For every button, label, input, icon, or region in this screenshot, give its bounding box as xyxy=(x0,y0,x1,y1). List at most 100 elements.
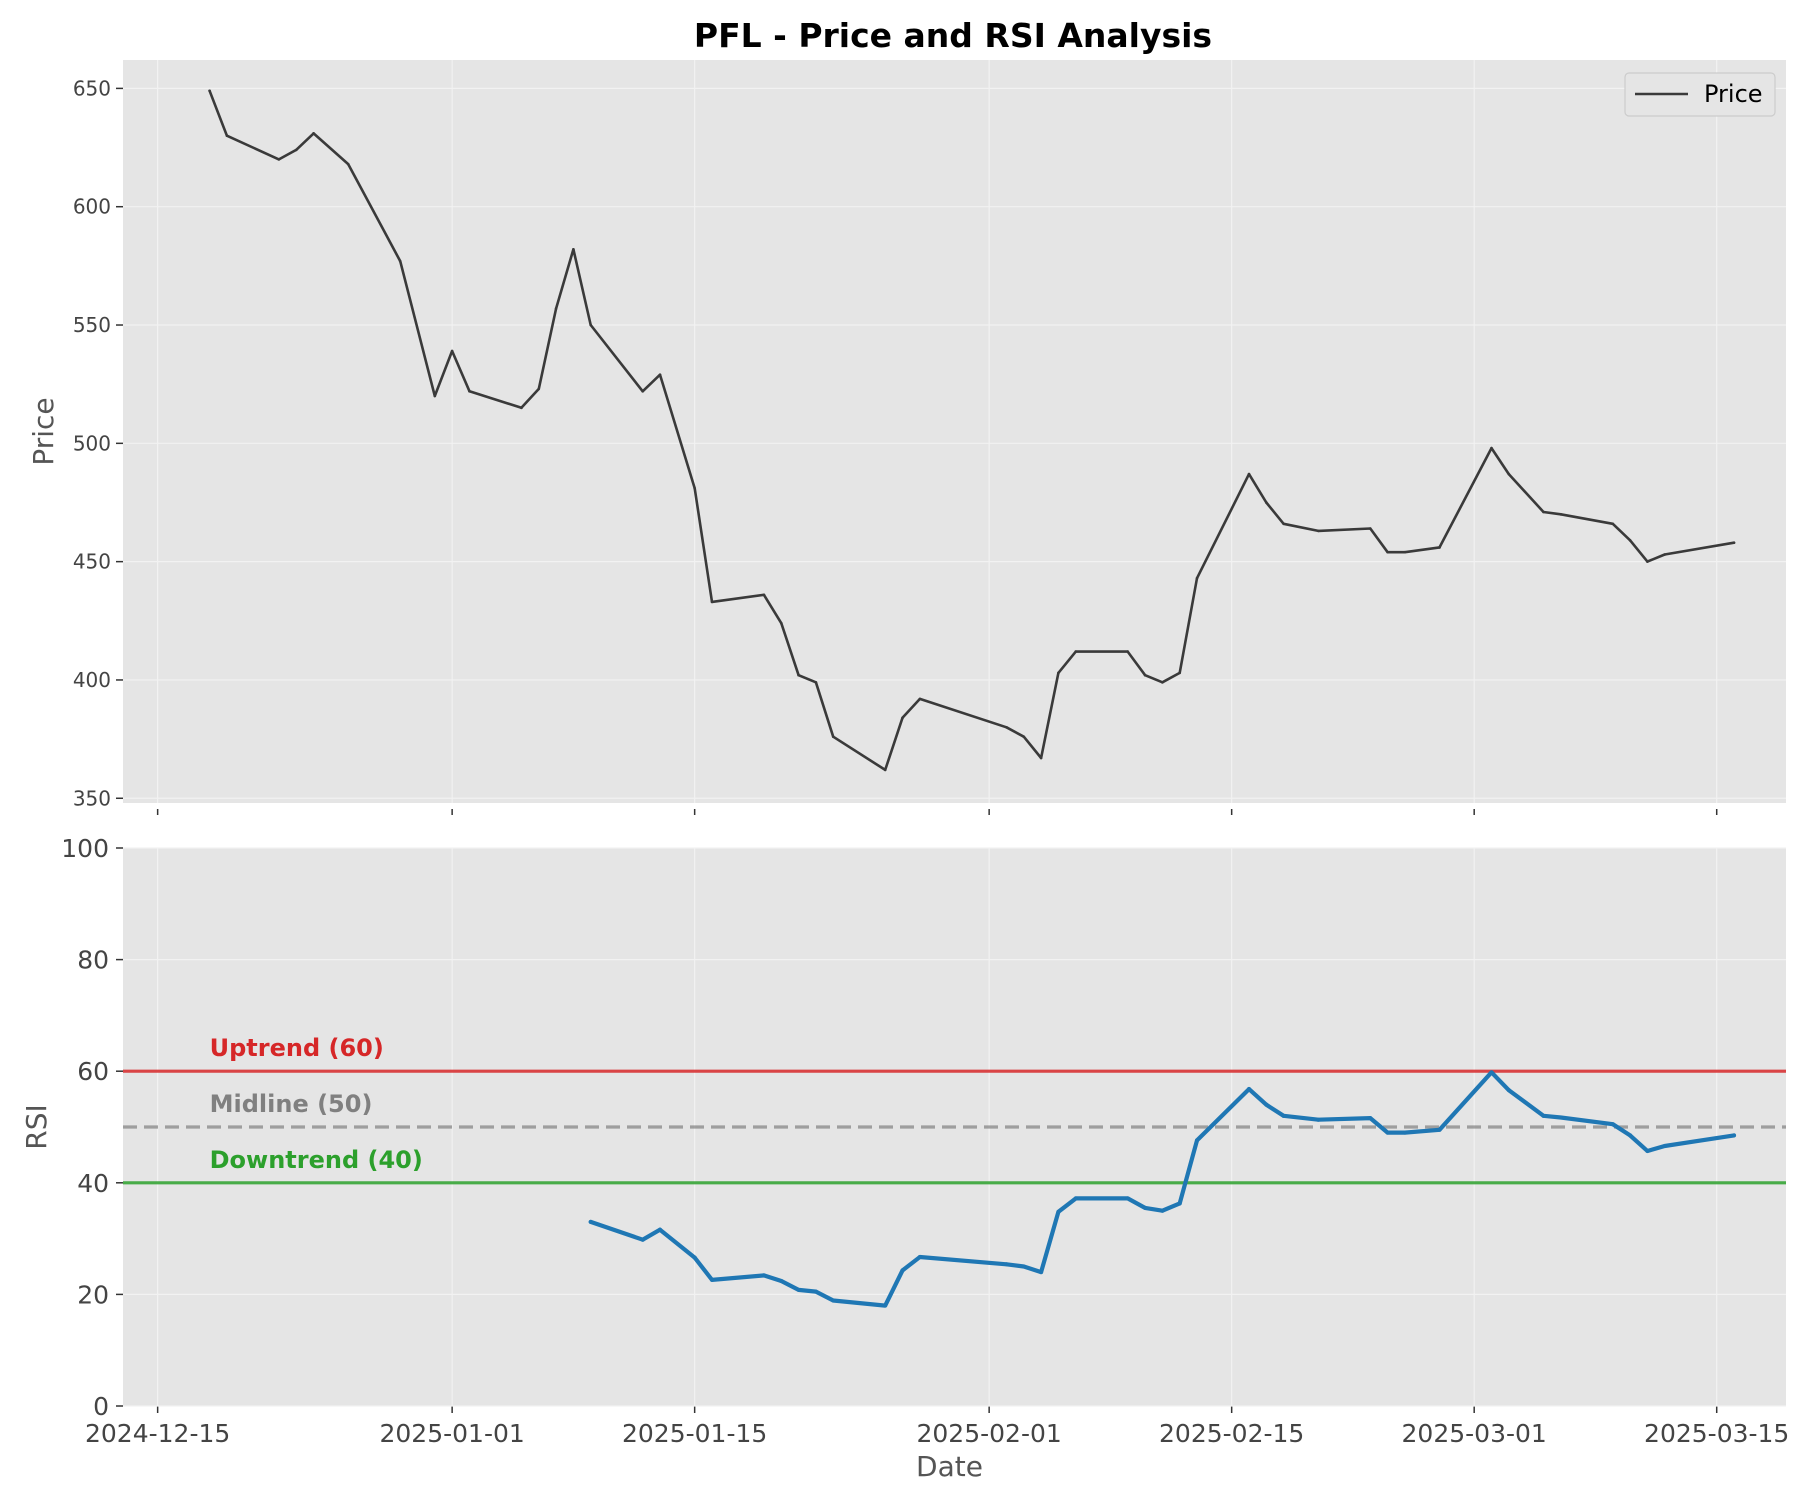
price-data-point-28 xyxy=(1022,735,1026,739)
price-data-point-38 xyxy=(1265,501,1268,504)
rsi-data-point-15 xyxy=(1039,1270,1044,1275)
price-data-point-31 xyxy=(1074,650,1078,653)
rsi-panel: 2024-12-15 2025-01-01 2025-01-15 2025-02-01… xyxy=(20,834,1789,1483)
rsi-data-point-20 xyxy=(1160,1208,1165,1213)
price-data-point-43 xyxy=(1403,550,1407,554)
price-data-point-12 xyxy=(554,307,558,310)
price-plot-area xyxy=(123,60,1786,803)
price-data-point-35 xyxy=(1178,671,1181,675)
rsi-data-point-3 xyxy=(692,1255,697,1260)
price-data-point-45 xyxy=(1490,446,1493,450)
rsi-y-tick-label-4: 80 xyxy=(77,946,109,975)
price-data-point-34 xyxy=(1161,681,1164,684)
rsi-data-point-7 xyxy=(796,1287,801,1292)
price-data-point-39 xyxy=(1282,522,1285,526)
rsi-y-tick-label-1: 20 xyxy=(77,1280,109,1309)
price-data-point-21 xyxy=(797,673,800,677)
price-data-point-3 xyxy=(294,148,298,152)
rsi-data-point-29 xyxy=(1402,1130,1407,1135)
price-data-point-1 xyxy=(225,134,229,138)
price-data-point-50 xyxy=(1628,539,1632,542)
price-data-point-30 xyxy=(1057,671,1060,675)
price-data-point-23 xyxy=(831,735,835,739)
price-data-point-17 xyxy=(693,486,696,490)
rsi-data-point-33 xyxy=(1541,1113,1546,1118)
price-data-point-2 xyxy=(277,158,281,161)
rsi-data-point-19 xyxy=(1143,1205,1148,1210)
rsi-x-tick-label-0: 2024-12-15 xyxy=(85,1419,230,1448)
legend-price-label: Price xyxy=(1704,80,1763,108)
rsi-reference-label-40: Downtrend (40) xyxy=(210,1146,423,1174)
price-y-tick-label-4: 550 xyxy=(73,313,111,337)
price-data-point-0 xyxy=(208,89,211,93)
rsi-data-point-25 xyxy=(1281,1113,1286,1118)
price-data-point-33 xyxy=(1143,673,1147,677)
rsi-data-point-37 xyxy=(1645,1148,1650,1153)
rsi-data-point-9 xyxy=(831,1298,836,1303)
price-data-point-32 xyxy=(1126,650,1130,653)
rsi-y-tick-label-3: 60 xyxy=(77,1057,109,1086)
price-data-point-14 xyxy=(589,323,593,327)
rsi-data-point-11 xyxy=(900,1268,905,1273)
price-y-tick-label-6: 650 xyxy=(73,76,111,100)
price-y-tick-label-2: 450 xyxy=(73,550,111,574)
price-data-point-20 xyxy=(779,621,783,625)
price-data-point-44 xyxy=(1438,546,1441,549)
rsi-data-point-6 xyxy=(779,1279,784,1284)
rsi-reference-label-50: Midline (50) xyxy=(210,1090,373,1118)
price-y-tick-label-0: 350 xyxy=(73,786,111,810)
price-data-point-18 xyxy=(710,600,714,604)
rsi-data-point-31 xyxy=(1489,1070,1494,1075)
rsi-y-tick-label-0: 0 xyxy=(93,1392,109,1421)
rsi-data-point-30 xyxy=(1437,1127,1442,1132)
price-y-tick-label-3: 500 xyxy=(73,431,111,455)
price-series-line xyxy=(208,89,1736,772)
price-data-point-41 xyxy=(1368,527,1372,530)
price-legend: Price xyxy=(1624,72,1776,117)
price-y-tick-label-5: 600 xyxy=(73,195,111,219)
rsi-data-point-35 xyxy=(1610,1122,1615,1127)
rsi-data-point-8 xyxy=(813,1289,818,1294)
price-data-point-42 xyxy=(1386,550,1389,554)
rsi-data-point-1 xyxy=(640,1237,645,1242)
rsi-data-point-24 xyxy=(1264,1102,1269,1107)
rsi-data-point-4 xyxy=(709,1277,714,1282)
price-data-point-22 xyxy=(814,681,818,684)
rsi-data-point-18 xyxy=(1125,1196,1130,1201)
price-data-point-37 xyxy=(1247,472,1251,476)
price-data-point-46 xyxy=(1507,472,1511,476)
rsi-x-tick-label-6: 2025-03-15 xyxy=(1644,1419,1789,1448)
rsi-data-point-39 xyxy=(1732,1133,1737,1138)
price-data-point-51 xyxy=(1646,560,1649,563)
price-data-point-29 xyxy=(1039,756,1043,760)
rsi-y-tick-label-2: 40 xyxy=(77,1169,109,1198)
price-data-point-47 xyxy=(1542,510,1545,514)
price-data-point-7 xyxy=(433,394,437,398)
rsi-data-point-2 xyxy=(658,1227,663,1232)
rsi-y-axis-label: RSI xyxy=(20,1104,53,1150)
rsi-x-tick-label-5: 2025-03-01 xyxy=(1402,1419,1547,1448)
rsi-data-point-5 xyxy=(761,1273,766,1278)
rsi-data-point-21 xyxy=(1177,1201,1182,1206)
rsi-data-point-23 xyxy=(1246,1087,1251,1092)
rsi-data-point-27 xyxy=(1368,1116,1373,1121)
rsi-data-point-12 xyxy=(917,1255,922,1260)
rsi-data-point-28 xyxy=(1385,1130,1390,1135)
price-y-axis-label: Price xyxy=(27,397,60,465)
price-data-point-36 xyxy=(1195,576,1199,580)
rsi-series-line xyxy=(588,1070,1737,1308)
price-data-point-16 xyxy=(658,373,662,377)
price-data-point-9 xyxy=(468,389,471,393)
price-data-point-27 xyxy=(1005,725,1008,729)
rsi-x-tick-label-4: 2025-02-15 xyxy=(1159,1419,1304,1448)
price-data-point-6 xyxy=(398,259,402,263)
price-data-point-8 xyxy=(450,349,454,353)
rsi-data-point-36 xyxy=(1628,1133,1633,1138)
rsi-x-tick-label-3: 2025-02-01 xyxy=(916,1419,1061,1448)
rsi-data-point-32 xyxy=(1506,1088,1511,1093)
price-data-point-19 xyxy=(762,593,766,597)
price-y-tick-label-1: 400 xyxy=(73,668,111,692)
rsi-data-point-38 xyxy=(1662,1143,1667,1148)
rsi-reference-label-60: Uptrend (60) xyxy=(210,1034,384,1062)
